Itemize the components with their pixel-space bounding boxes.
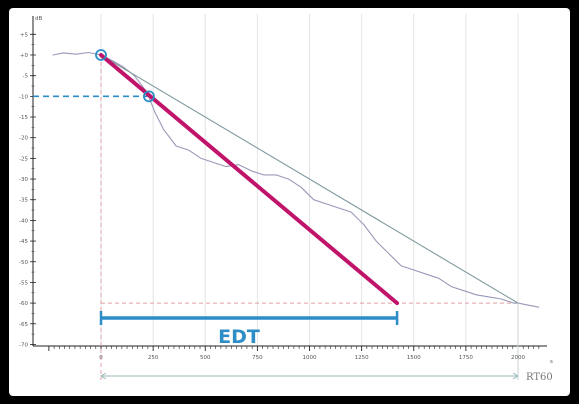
x-tick-label-1: 250	[148, 355, 159, 361]
y-tick-label-13: -60	[19, 301, 28, 307]
y-tick-label-9: -40	[19, 218, 28, 224]
x-tick-label-3: 750	[252, 355, 263, 361]
y-tick-label-14: -65	[19, 322, 28, 328]
series-rt60-line	[100, 54, 519, 304]
y-tick-label-6: -25	[19, 156, 28, 162]
rt60-arrow-start	[100, 372, 107, 380]
series	[52, 51, 540, 308]
rt60-label: RT60	[526, 372, 553, 383]
edt-label: EDT	[218, 326, 260, 348]
y-unit-label: dB	[35, 16, 42, 22]
x-tick-label-2: 500	[200, 355, 211, 361]
grid	[100, 14, 519, 346]
x-tick-label-4: 1000	[303, 355, 317, 361]
y-tick-label-10: -45	[19, 239, 28, 245]
y-tick-label-12: -55	[19, 280, 28, 286]
markers	[95, 49, 155, 103]
x-tick-label-5: 1250	[355, 355, 369, 361]
y-tick-label-11: -50	[19, 260, 28, 266]
y-tick-label-1: +0	[20, 53, 29, 59]
reference-lines	[33, 55, 518, 380]
intervals: EDT RT60	[99, 303, 553, 383]
y-tick-label-0: +5	[20, 32, 29, 38]
y-tick-label-2: -5	[23, 74, 29, 80]
y-tick-label-15: -70	[19, 342, 28, 348]
x-ticks: 025050075010001250150017502000	[48, 346, 540, 361]
y-tick-label-3: -10	[19, 94, 28, 100]
y-tick-label-4: -15	[19, 115, 28, 121]
chart-frame: +5 +0 -5 -10 -15 -20 -25 -30 -35 -40 -45 -50 -55 -60 -…	[9, 8, 570, 396]
x-tick-label-6: 1500	[407, 355, 421, 361]
marker-1	[143, 90, 155, 103]
y-ticks: +5 +0 -5 -10 -15 -20 -25 -30 -35 -40 -45 -50 -55 -60 -…	[19, 32, 36, 348]
x-tick-label-7: 1750	[459, 355, 473, 361]
y-tick-label-8: -35	[19, 198, 28, 204]
y-tick-label-7: -30	[19, 177, 28, 183]
y-tick-label-5: -20	[19, 136, 28, 142]
axes	[32, 16, 547, 347]
decay-chart: +5 +0 -5 -10 -15 -20 -25 -30 -35 -40 -45 -50 -55 -60 -…	[19, 14, 553, 383]
x-unit-label: s	[550, 359, 553, 365]
marker-0	[95, 49, 107, 61]
series-edt-line	[99, 53, 400, 306]
